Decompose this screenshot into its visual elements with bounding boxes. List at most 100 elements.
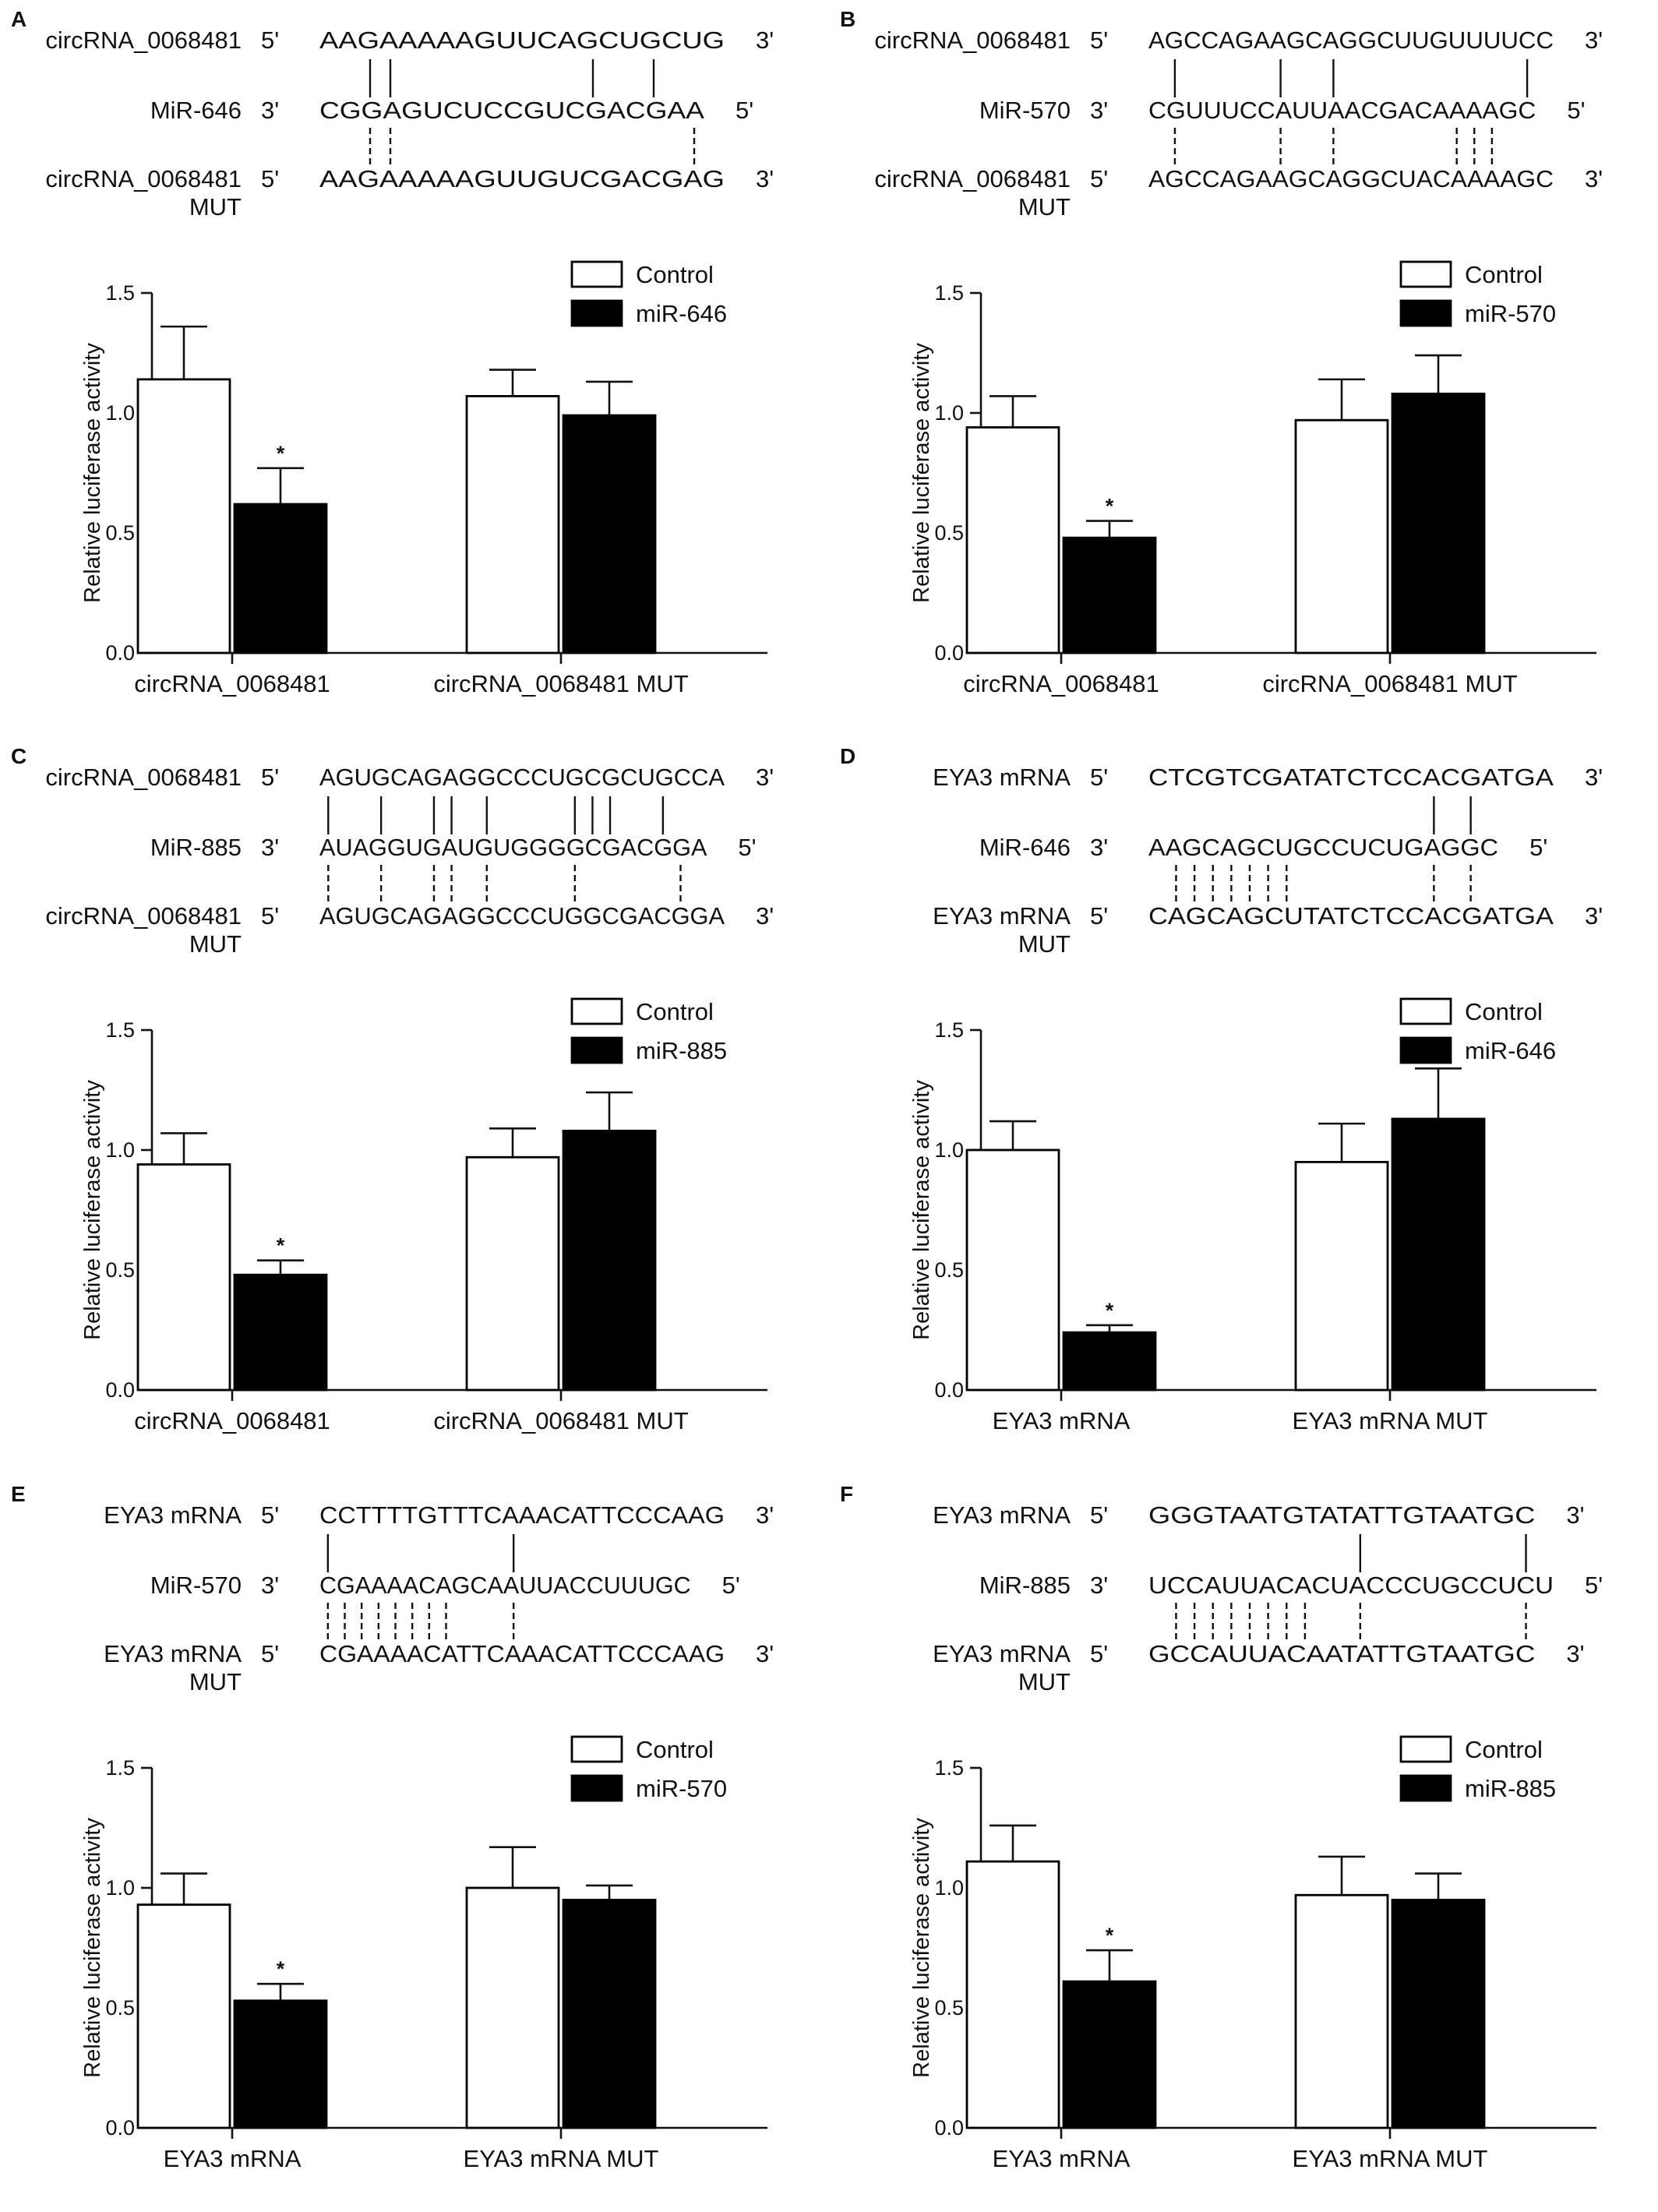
bar-treatment xyxy=(562,1129,657,1392)
sequence-name: MUT xyxy=(1018,193,1071,220)
y-tick-label: 1.5 xyxy=(105,1018,135,1042)
legend-label: miR-646 xyxy=(1465,1037,1556,1064)
sequence-end-5: 3' xyxy=(261,97,279,124)
y-tick-label: 1.0 xyxy=(105,1876,135,1900)
bar-control xyxy=(965,1148,1060,1392)
y-axis-label: Relative luciferase activity xyxy=(909,1080,934,1340)
significance-marker: * xyxy=(277,1234,285,1258)
panel-d-figure: D EYA3 mRNA 5' CTCGTCGATATCTCCACGATGA 3' MiR-… xyxy=(840,744,1603,1434)
sequence-name: MiR-570 xyxy=(979,97,1071,124)
sequence-end-3: 3' xyxy=(756,165,774,192)
sequence-text: CTCGTCGATATCTCCACGATGA xyxy=(1148,764,1554,791)
sequence-end-5: 3' xyxy=(1090,97,1108,124)
legend-label: Control xyxy=(1465,998,1543,1025)
y-tick-label: 0.0 xyxy=(934,641,964,665)
sequence-text: CGAAAACAGCAAUUACCUUUGC xyxy=(319,1572,691,1599)
panel-f-figure: F EYA3 mRNA 5' GGGTAATGTATATTGTAATGC 3' MiR-8… xyxy=(840,1482,1603,2172)
x-category-label: EYA3 mRNA MUT xyxy=(1293,2145,1488,2172)
panel-e: E EYA3 mRNA 5' CCTTTTGTTTCAAACATTCCCAAG 3' Mi… xyxy=(0,1475,829,2212)
legend-label: miR-646 xyxy=(636,300,727,327)
sequence-text: AGUGCAGAGGCCCUGGCGACGGA xyxy=(319,902,725,930)
y-axis-label: Relative luciferase activity xyxy=(80,343,105,603)
sequence-name: MiR-570 xyxy=(150,1572,242,1599)
legend-swatch xyxy=(570,260,623,288)
bar-treatment xyxy=(1062,1331,1157,1392)
sequence-text: AGCCAGAAGCAGGCUACAAAAGC xyxy=(1148,165,1554,192)
legend-swatch xyxy=(1399,299,1452,327)
sequence-end-3: 3' xyxy=(1585,26,1603,54)
sequence-end-5: 5' xyxy=(261,764,279,791)
y-tick-label: 1.0 xyxy=(934,401,964,425)
panel-d: D EYA3 mRNA 5' CTCGTCGATATCTCCACGATGA 3' MiR-… xyxy=(829,737,1658,1474)
sequence-name: circRNA_0068481 xyxy=(45,26,242,54)
legend-label: miR-885 xyxy=(1465,1775,1556,1802)
sequence-end-5: 5' xyxy=(1090,1501,1108,1529)
sequence-text: UCCAUUACACUACCCUGCCUCU xyxy=(1148,1572,1554,1599)
significance-marker: * xyxy=(1106,495,1114,518)
significance-marker: * xyxy=(277,442,285,465)
y-tick-label: 0.0 xyxy=(934,1378,964,1402)
legend-label: Control xyxy=(636,998,714,1025)
panel-f-content: F EYA3 mRNA 5' GGGTAATGTATATTGTAATGC 3' MiR-8… xyxy=(840,1482,1603,2172)
sequence-name: EYA3 mRNA xyxy=(104,1501,242,1529)
sequence-name: MUT xyxy=(1018,930,1071,958)
x-category-label: EYA3 mRNA xyxy=(993,1407,1131,1434)
bar-control xyxy=(465,395,560,654)
panel-label: E xyxy=(11,1482,26,1506)
sequence-text: CGGAGUCUCCGUCGACGAA xyxy=(319,97,704,124)
sequence-name: EYA3 mRNA xyxy=(104,1640,242,1667)
panel-f: F EYA3 mRNA 5' GGGTAATGTATATTGTAATGC 3' MiR-8… xyxy=(829,1475,1658,2212)
sequence-end-3: 3' xyxy=(756,26,774,54)
sequence-end-3: 3' xyxy=(1566,1640,1584,1667)
significance-marker: * xyxy=(1106,1299,1114,1322)
y-tick-label: 0.5 xyxy=(105,521,135,545)
y-tick-label: 0.5 xyxy=(105,1996,135,2020)
legend-swatch xyxy=(1399,1036,1452,1064)
sequence-end-5: 3' xyxy=(1090,834,1108,861)
bar-control xyxy=(965,1860,1060,2129)
sequence-name: MiR-646 xyxy=(150,97,242,124)
x-category-label: circRNA_0068481 MUT xyxy=(433,1407,688,1434)
sequence-end-5: 5' xyxy=(261,1501,279,1529)
bar-control xyxy=(465,1886,560,2129)
sequence-name: MUT xyxy=(189,1668,242,1695)
legend-label: miR-885 xyxy=(636,1037,727,1064)
bar-control xyxy=(1294,1161,1389,1392)
sequence-name: EYA3 mRNA xyxy=(933,1640,1071,1667)
sequence-end-5: 3' xyxy=(261,1572,279,1599)
y-tick-label: 1.5 xyxy=(934,281,964,305)
legend-label: Control xyxy=(636,1736,714,1763)
sequence-end-5: 5' xyxy=(1090,26,1108,54)
sequence-end-3: 5' xyxy=(736,97,753,124)
legend-label: Control xyxy=(1465,1736,1543,1763)
sequence-end-5: 5' xyxy=(1090,764,1108,791)
legend-label: miR-570 xyxy=(636,1775,727,1802)
sequence-end-5: 5' xyxy=(261,1640,279,1667)
panel-label: C xyxy=(11,744,26,768)
x-category-label: circRNA_0068481 MUT xyxy=(433,670,688,697)
legend-swatch xyxy=(1399,260,1452,288)
sequence-name: circRNA_0068481 xyxy=(874,26,1071,54)
y-tick-label: 0.0 xyxy=(105,641,135,665)
y-axis-label: Relative luciferase activity xyxy=(80,1818,105,2078)
significance-marker: * xyxy=(1106,1924,1114,1947)
sequence-end-5: 3' xyxy=(1090,1572,1108,1599)
y-tick-label: 0.0 xyxy=(105,2116,135,2140)
sequence-end-5: 5' xyxy=(1090,1640,1108,1667)
bar-control xyxy=(136,1163,231,1392)
bar-control xyxy=(1294,418,1389,654)
sequence-name: MUT xyxy=(189,930,242,958)
bar-control xyxy=(1294,1893,1389,2129)
sequence-text: AGUGCAGAGGCCCUGCGCUGCCA xyxy=(319,764,725,791)
y-axis-label: Relative luciferase activity xyxy=(909,1818,934,2078)
bar-treatment xyxy=(233,503,328,654)
y-tick-label: 0.5 xyxy=(934,1258,964,1282)
y-tick-label: 1.5 xyxy=(934,1018,964,1042)
sequence-name: MiR-885 xyxy=(150,834,242,861)
bar-control xyxy=(136,1903,231,2129)
